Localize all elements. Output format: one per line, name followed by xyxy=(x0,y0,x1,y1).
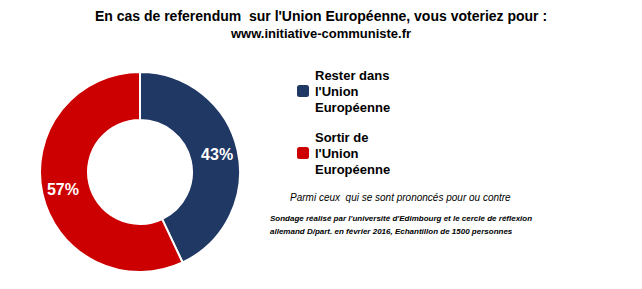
svg-text:En cas de referendum sur l'Un: En cas de referendum sur l'Union Europée… xyxy=(95,8,547,24)
svg-text:Sortir de: Sortir de xyxy=(315,130,368,145)
svg-text:l'Union: l'Union xyxy=(315,84,359,99)
svg-text:Européenne: Européenne xyxy=(315,100,390,115)
svg-text:Européenne: Européenne xyxy=(315,162,390,177)
svg-text:Sondage réalisé par l'universi: Sondage réalisé par l'université d'Edimb… xyxy=(270,214,532,223)
svg-text:43%: 43% xyxy=(201,146,233,163)
svg-text:www.initiative-communiste.fr: www.initiative-communiste.fr xyxy=(230,26,411,41)
svg-text:l'Union: l'Union xyxy=(315,146,359,161)
svg-text:Parmi ceux qui se sont pronon: Parmi ceux qui se sont prononcés pour ou… xyxy=(290,192,511,203)
svg-text:allemand D/part. en février 20: allemand D/part. en février 2016, Echant… xyxy=(270,227,513,236)
svg-text:Rester dans: Rester dans xyxy=(315,68,389,83)
svg-text:57%: 57% xyxy=(47,181,79,198)
